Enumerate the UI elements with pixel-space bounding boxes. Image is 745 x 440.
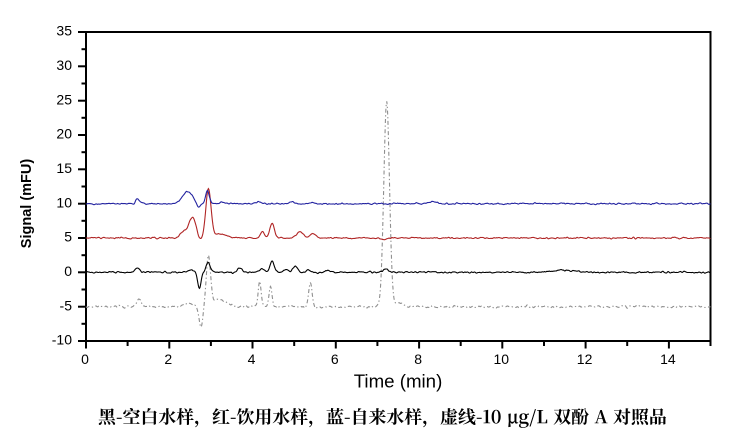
svg-text:6: 6: [331, 351, 339, 367]
svg-text:20: 20: [56, 126, 72, 142]
svg-text:25: 25: [56, 91, 72, 107]
svg-text:0: 0: [64, 263, 72, 279]
svg-text:10: 10: [56, 194, 72, 210]
svg-text:12: 12: [577, 351, 593, 367]
svg-text:15: 15: [56, 160, 72, 176]
svg-text:14: 14: [660, 351, 676, 367]
svg-text:4: 4: [248, 351, 256, 367]
svg-text:0: 0: [81, 351, 89, 367]
svg-text:Signal (mFU): Signal (mFU): [19, 159, 35, 249]
svg-text:35: 35: [56, 23, 72, 39]
svg-text:Time (min): Time (min): [354, 371, 443, 392]
svg-text:-5: -5: [60, 297, 73, 313]
svg-text:30: 30: [56, 57, 72, 73]
svg-text:8: 8: [414, 351, 422, 367]
svg-text:2: 2: [164, 351, 172, 367]
svg-text:-10: -10: [52, 332, 72, 348]
svg-text:10: 10: [494, 351, 510, 367]
svg-text:5: 5: [64, 229, 72, 245]
